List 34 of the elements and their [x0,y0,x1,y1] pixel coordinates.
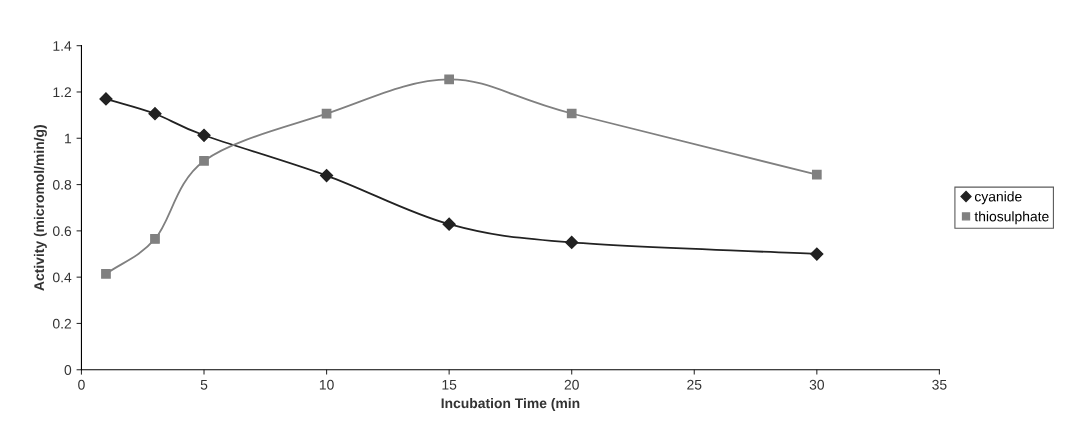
y-tick-label: 0 [64,365,72,375]
point [101,269,111,279]
y-tick-label: 0.6 [52,226,72,237]
point [99,92,113,106]
point [810,247,824,261]
point [811,169,822,180]
x-tick-label: 10 [319,379,334,390]
x-tick-label: 20 [564,379,579,390]
legend-label: cyanide [974,191,1022,205]
point [148,107,162,121]
point [150,234,160,244]
y-tick-label: 0.4 [52,272,72,283]
point [444,74,455,85]
x-axis-title: Incubation Time (min [441,397,580,411]
x-tick-label: 25 [687,379,702,390]
point [319,168,334,183]
x-tick-label: 5 [200,379,208,390]
y-tick-label: 1 [65,133,72,144]
legend-label: thiosulphate [974,211,1049,225]
y-tick-label: 1.4 [53,41,72,51]
x-tick-label: 30 [809,379,825,390]
y-tick-label: 0.8 [52,179,72,190]
y-tick-label: 0.2 [52,318,72,329]
y-axis-title: Activity (micromol/min/g) [33,125,47,291]
x-tick-label: 15 [442,379,457,390]
x-tick-label: 35 [932,379,947,390]
point [197,128,211,142]
point [565,235,579,250]
point [566,108,577,119]
y-tick-label: 1.2 [53,87,72,97]
point [321,108,332,119]
point [199,156,209,166]
x-tick-label: 0 [78,379,85,390]
point [442,217,456,231]
